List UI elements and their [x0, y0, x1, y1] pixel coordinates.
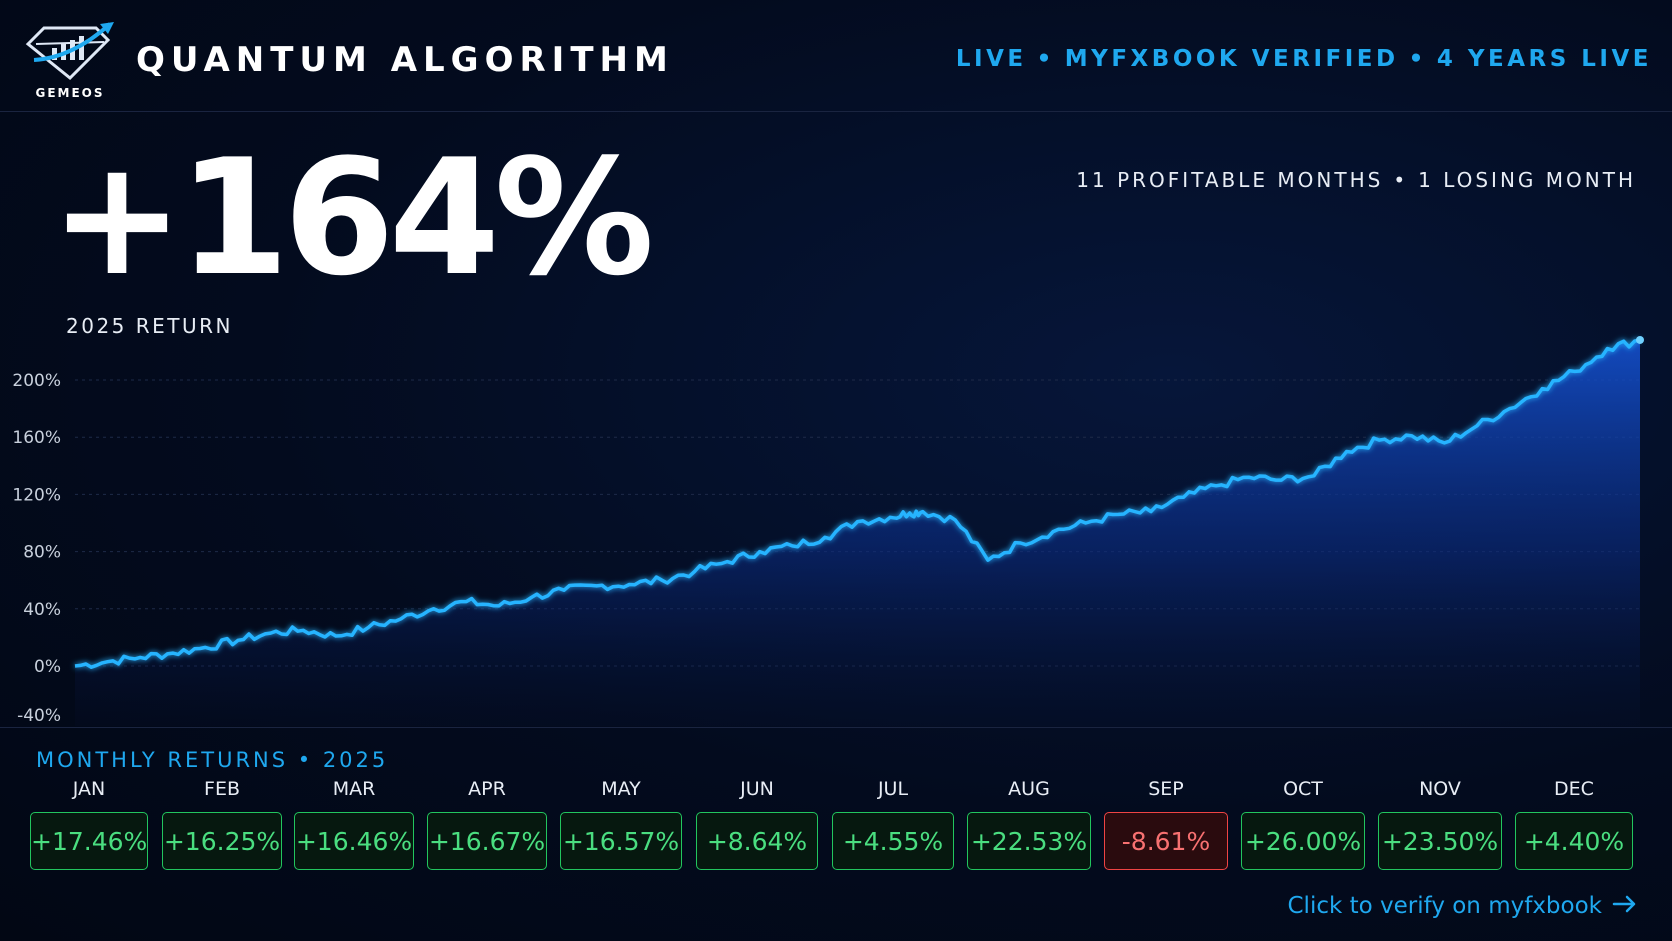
month-return-badge: +17.46% — [30, 812, 148, 870]
month-name: FEB — [204, 778, 240, 800]
y-tick-label: 200% — [12, 371, 61, 391]
y-tick-label: 80% — [23, 543, 61, 563]
losing-months: 1 LOSING MONTH — [1418, 168, 1636, 192]
total-return-label: 2025 RETURN — [66, 314, 234, 338]
y-tick-label: 0% — [34, 657, 61, 677]
month-return-badge: +16.46% — [294, 812, 414, 870]
separator-dot: • — [1408, 46, 1427, 72]
monthly-returns-title: MONTHLY RETURNS • 2025 — [36, 748, 389, 772]
equity-line — [74, 338, 1641, 669]
month-name: JUN — [740, 778, 774, 800]
app-title: QUANTUM ALGORITHM — [136, 40, 674, 80]
diamond-logo-icon — [25, 22, 114, 81]
month-return-badge: +23.50% — [1378, 812, 1502, 870]
month-name: APR — [468, 778, 506, 800]
status-line: LIVE • MYFXBOOK VERIFIED • 4 YEARS LIVE — [956, 46, 1652, 72]
month-return-badge: +22.53% — [967, 812, 1091, 870]
month-feb: FEB +16.25% — [162, 778, 282, 870]
separator-dot: • — [1036, 46, 1055, 72]
verify-link-label: Click to verify on myfxbook — [1287, 893, 1603, 919]
equity-area — [75, 340, 1640, 726]
y-tick-label: 160% — [12, 428, 61, 448]
status-years: 4 YEARS LIVE — [1436, 46, 1652, 72]
month-jun: JUN +8.64% — [696, 778, 818, 870]
month-mar: MAR +16.46% — [294, 778, 414, 870]
month-name: SEP — [1148, 778, 1184, 800]
y-tick-label: 40% — [23, 600, 61, 620]
month-name: OCT — [1283, 778, 1323, 800]
month-nov: NOV +23.50% — [1378, 778, 1502, 870]
month-name: MAY — [601, 778, 641, 800]
month-return-badge: -8.61% — [1104, 812, 1228, 870]
y-axis-ticks: 200% 160% 120% 80% 40% 0% -40% — [12, 371, 61, 726]
profitable-months: 11 PROFITABLE MONTHS — [1076, 168, 1384, 192]
logo-text: GEMEOS — [35, 86, 105, 100]
separator-dot: • — [1393, 168, 1409, 192]
month-name: JAN — [72, 778, 106, 800]
arrow-right-icon — [1612, 893, 1638, 919]
header-bar: GEMEOS QUANTUM ALGORITHM LIVE • MYFXBOOK V… — [0, 0, 1672, 112]
month-name: NOV — [1419, 778, 1461, 800]
month-return-badge: +16.67% — [427, 812, 547, 870]
month-jul: JUL +4.55% — [832, 778, 954, 870]
y-tick-label: -40% — [17, 706, 61, 726]
equity-end-point — [1636, 335, 1644, 344]
month-dec: DEC +4.40% — [1515, 778, 1633, 870]
month-apr: APR +16.67% — [427, 778, 547, 870]
month-may: MAY +16.57% — [560, 778, 682, 870]
month-name: DEC — [1554, 778, 1594, 800]
month-return-badge: +16.25% — [162, 812, 282, 870]
month-return-badge: +16.57% — [560, 812, 682, 870]
y-tick-label: 120% — [12, 485, 61, 505]
total-return-value: +164% — [50, 124, 654, 311]
month-return-badge: +4.55% — [832, 812, 954, 870]
status-verified: MYFXBOOK VERIFIED — [1064, 46, 1399, 72]
month-aug: AUG +22.53% — [967, 778, 1091, 870]
verify-link[interactable]: Click to verify on myfxbook — [1288, 893, 1639, 919]
month-name: AUG — [1008, 778, 1050, 800]
month-name: JUL — [877, 778, 909, 800]
month-name: MAR — [332, 778, 376, 800]
status-live: LIVE — [955, 46, 1027, 72]
section-divider — [0, 727, 1672, 728]
month-oct: OCT +26.00% — [1241, 778, 1365, 870]
months-summary: 11 PROFITABLE MONTHS • 1 LOSING MONTH — [1076, 168, 1636, 192]
gemeos-logo: GEMEOS — [22, 20, 118, 102]
month-return-badge: +4.40% — [1515, 812, 1633, 870]
month-return-badge: +8.64% — [696, 812, 818, 870]
month-return-badge: +26.00% — [1241, 812, 1365, 870]
month-sep: SEP -8.61% — [1104, 778, 1228, 870]
month-jan: JAN +17.46% — [30, 778, 148, 870]
